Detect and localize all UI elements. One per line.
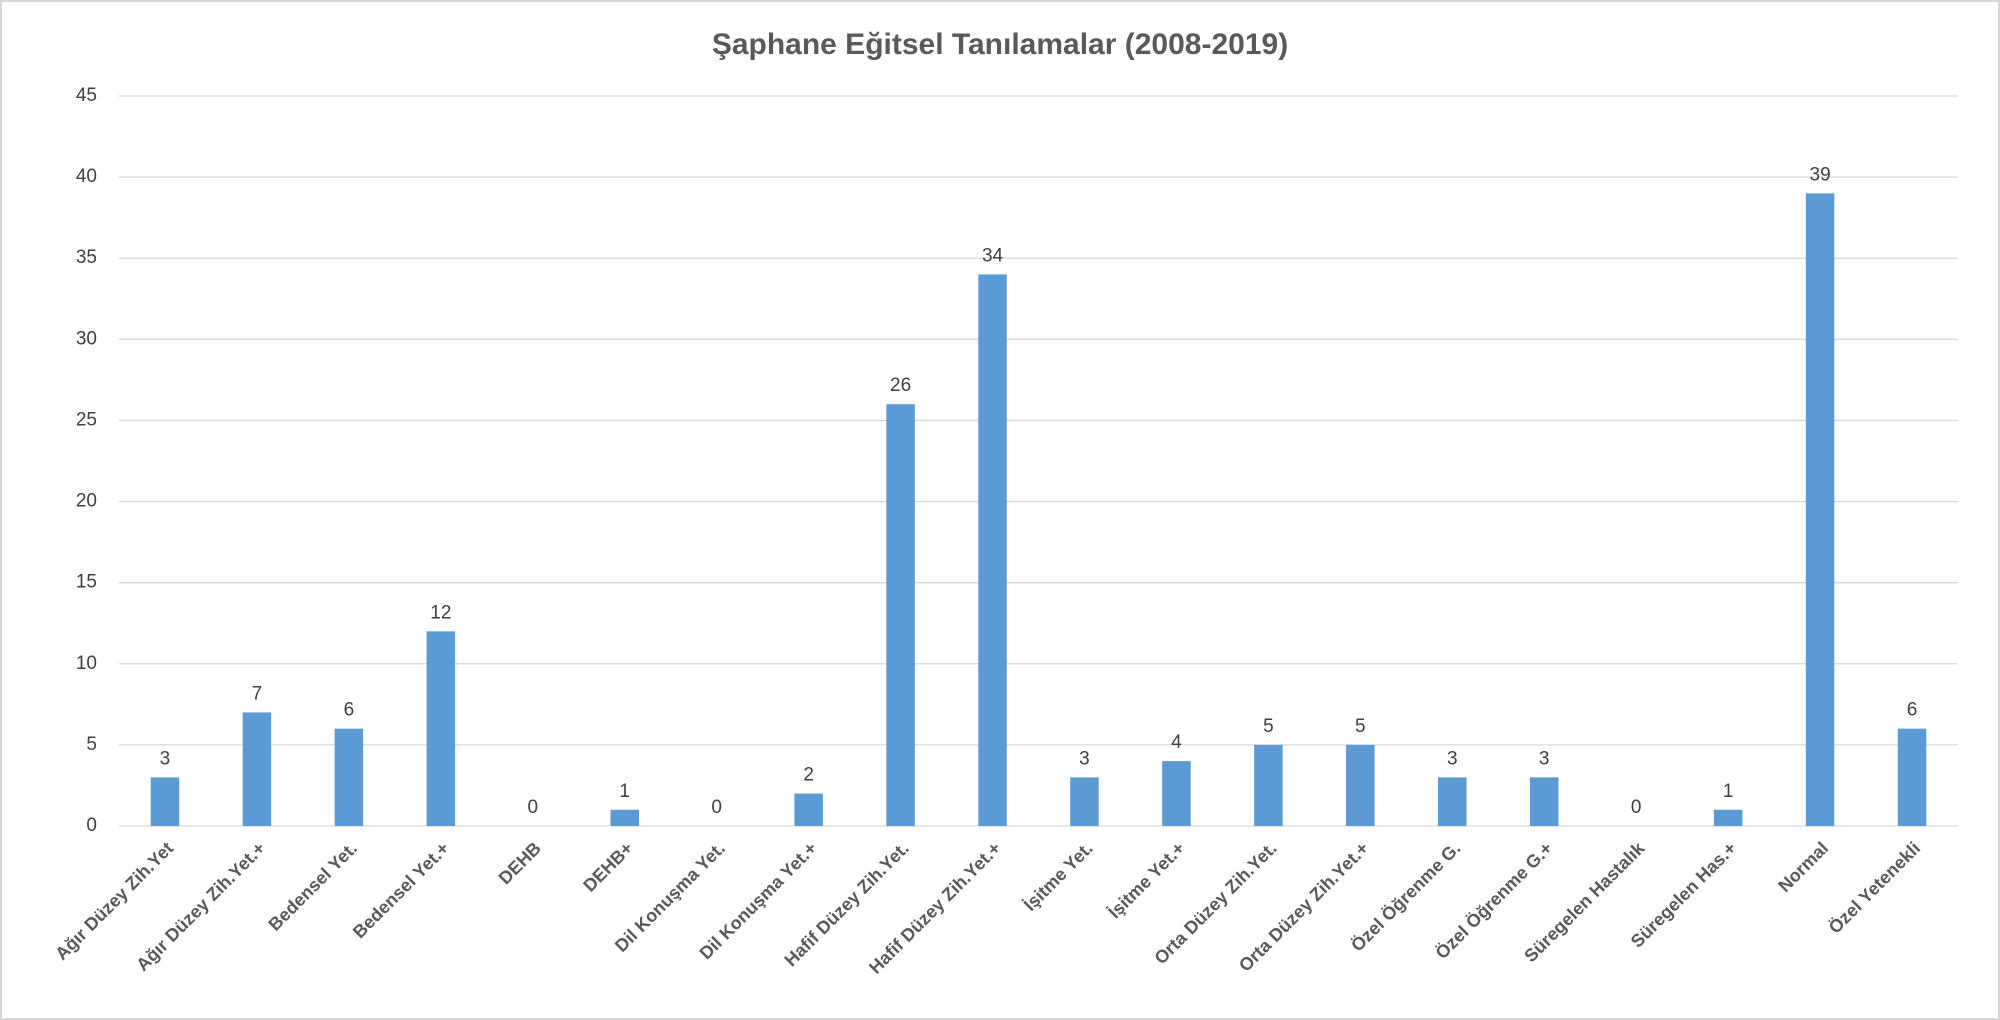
data-label: 0 [711,797,722,818]
y-tick-label: 25 [76,409,97,430]
data-label: 39 [1810,164,1831,185]
data-label: 26 [890,375,911,396]
data-label: 3 [1539,748,1550,769]
data-label: 6 [344,700,355,721]
bar [1805,193,1835,827]
data-label: 0 [527,797,538,818]
y-tick-label: 15 [76,572,97,593]
bar [886,404,915,826]
bar [150,777,180,826]
data-label: 12 [430,602,451,623]
y-tick-label: 45 [76,85,97,106]
bar [610,809,639,826]
bar [1713,809,1743,826]
bar [978,274,1007,826]
data-label: 34 [982,245,1004,266]
data-label: 5 [1263,716,1274,737]
data-label: 3 [160,748,171,769]
bar [1438,777,1467,826]
bar [242,712,272,826]
chart-title: Şaphane Eğitsel Tanılamalar (2008-2019) [712,28,1288,61]
data-label: 4 [1171,732,1182,753]
data-label: 3 [1079,748,1090,769]
bar [1897,728,1927,826]
bar [1070,777,1099,826]
bar [1529,777,1559,826]
y-tick-label: 5 [86,734,97,755]
y-tick-label: 20 [76,491,97,512]
y-tick-label: 10 [76,653,97,674]
data-label: 1 [1723,781,1734,802]
data-label: 0 [1631,797,1642,818]
y-tick-label: 0 [86,815,97,836]
bar [1162,761,1191,826]
data-label: 5 [1355,716,1366,737]
y-tick-label: 30 [76,328,97,349]
y-tick-label: 35 [76,247,97,268]
bar [1254,744,1283,826]
bar [794,793,823,826]
bar [1346,744,1375,826]
data-label: 2 [803,765,814,786]
data-label: 7 [252,683,263,704]
data-label: 1 [619,781,630,802]
data-label: 3 [1447,748,1458,769]
bar [334,728,364,826]
bar [426,631,456,826]
y-tick-label: 40 [76,166,97,187]
data-label: 6 [1907,700,1918,721]
